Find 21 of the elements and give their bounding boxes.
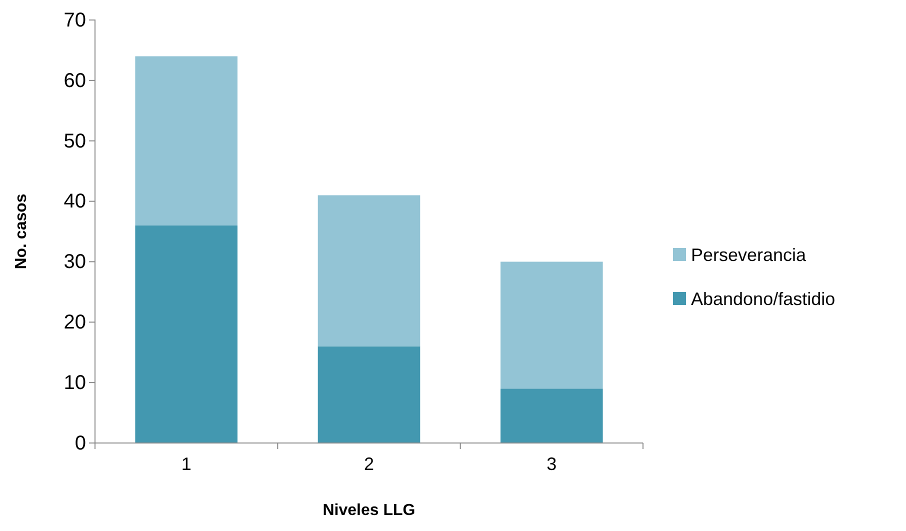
x-tick-label: 1 (181, 454, 192, 474)
bar (135, 56, 238, 226)
bar (135, 225, 238, 443)
y-tick-label: 60 (64, 70, 86, 92)
y-tick-label: 0 (74, 432, 86, 454)
y-tick-label: 20 (64, 312, 86, 334)
y-tick-label: 40 (64, 190, 86, 213)
y-tick-label: 10 (64, 372, 86, 394)
bar (318, 346, 420, 443)
bar (318, 195, 420, 346)
y-tick-label: 50 (64, 130, 86, 152)
x-tick-label: 3 (546, 454, 557, 474)
x-axis-title: Niveles LLG (322, 502, 416, 519)
bar (500, 388, 603, 443)
y-tick-label: 30 (64, 251, 86, 274)
y-tick-label: 70 (64, 9, 86, 32)
legend-label: Perseverancia (691, 245, 808, 265)
bar (500, 262, 603, 389)
y-axis-title: No. casos (13, 194, 30, 270)
legend-label: Abandono/fastidio (691, 289, 836, 309)
x-tick-label: 2 (364, 454, 374, 474)
